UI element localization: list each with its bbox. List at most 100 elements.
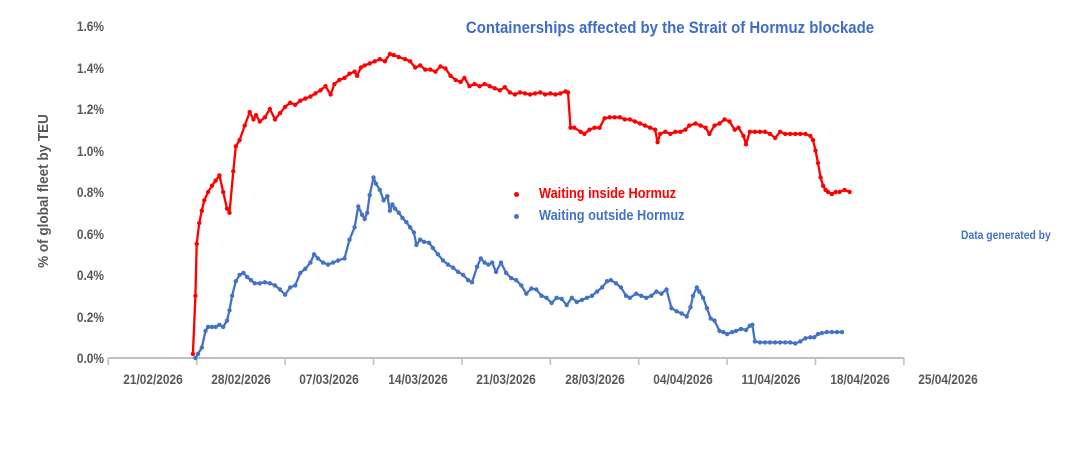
data-point: [717, 121, 722, 126]
data-point: [242, 123, 247, 128]
data-point: [435, 252, 441, 257]
data-point: [262, 280, 268, 285]
data-point: [466, 278, 471, 283]
y-tick-label: 1.6%: [76, 18, 104, 34]
data-point: [402, 57, 408, 62]
data-point: [693, 121, 698, 126]
data-point: [777, 340, 783, 345]
data-point: [558, 91, 563, 96]
data-point: [237, 272, 242, 278]
data-point: [613, 281, 619, 286]
data-point: [358, 65, 364, 70]
data-point: [815, 160, 821, 166]
legend-item-waiting-inside: Waiting inside Hormuz: [514, 183, 704, 205]
data-point: [519, 283, 524, 288]
data-point: [414, 242, 419, 248]
data-point: [448, 73, 453, 79]
data-point: [594, 289, 600, 294]
data-point: [783, 131, 788, 137]
data-point: [217, 322, 222, 327]
data-point: [752, 339, 758, 344]
data-point: [293, 283, 298, 288]
data-point: [315, 256, 321, 261]
data-point: [679, 311, 684, 316]
data-point: [534, 287, 539, 292]
data-point: [337, 77, 342, 83]
data-point: [367, 61, 372, 66]
x-tick-label: 07/03/2026: [299, 371, 360, 387]
data-point: [632, 119, 638, 124]
data-point: [482, 260, 487, 265]
data-point: [193, 355, 198, 361]
data-point: [450, 265, 456, 270]
data-point: [325, 262, 331, 267]
data-point: [193, 293, 198, 298]
data-point: [524, 291, 529, 296]
data-point: [257, 119, 262, 124]
data-point: [578, 129, 583, 134]
x-tick-label: 25/04/2026: [918, 371, 978, 387]
data-point: [387, 208, 393, 213]
data-point: [352, 69, 357, 74]
data-point: [762, 340, 768, 345]
data-point: [559, 296, 564, 302]
data-point: [659, 291, 664, 296]
data-point: [812, 335, 817, 340]
data-point: [618, 285, 624, 290]
data-point: [741, 133, 746, 139]
data-point: [684, 314, 689, 319]
data-point: [584, 295, 590, 300]
data-point: [803, 131, 808, 137]
data-point: [655, 140, 660, 145]
data-point: [690, 293, 696, 298]
data-point: [277, 111, 283, 116]
data-point: [320, 260, 326, 265]
data-point: [461, 272, 466, 278]
data-point: [418, 63, 423, 68]
data-point: [493, 269, 499, 275]
data-point: [772, 135, 778, 141]
data-point: [842, 187, 847, 193]
data-point: [750, 322, 755, 327]
data-point: [708, 316, 713, 321]
x-tick-label: 18/04/2026: [829, 371, 890, 387]
data-point: [303, 266, 308, 271]
legend-item-waiting-outside: Waiting outside Hormuz: [514, 205, 704, 227]
data-point: [664, 287, 669, 292]
data-point: [298, 270, 303, 276]
data-point: [342, 75, 347, 81]
data-point: [267, 281, 273, 286]
data-point: [288, 285, 293, 290]
legend-label-waiting-inside: Waiting inside Hormuz: [539, 186, 677, 202]
data-point: [793, 341, 798, 346]
data-point: [604, 279, 610, 284]
data-point: [617, 115, 622, 120]
data-point: [639, 293, 644, 298]
watermark-text: Data generated by: [961, 230, 1051, 242]
data-point: [548, 91, 553, 96]
data-point: [767, 340, 773, 345]
data-point: [554, 295, 559, 300]
data-point: [644, 295, 649, 300]
data-point: [221, 189, 226, 195]
x-tick-label: 21/02/2026: [122, 371, 183, 387]
data-point: [700, 295, 706, 300]
data-point: [209, 324, 215, 330]
data-point: [637, 121, 643, 126]
data-point: [592, 125, 597, 130]
data-point: [683, 127, 688, 132]
data-point: [467, 84, 472, 89]
data-point: [569, 295, 574, 300]
data-point: [492, 86, 497, 91]
data-point: [487, 84, 492, 89]
data-point: [762, 129, 768, 134]
data-point: [221, 324, 226, 330]
data-point: [267, 106, 273, 112]
data-point: [272, 283, 278, 288]
data-point: [231, 169, 236, 174]
x-tick-label: 28/02/2026: [211, 371, 271, 387]
data-point: [539, 293, 544, 298]
x-tick-label: 28/03/2026: [564, 371, 625, 387]
y-tick-label: 0.4%: [76, 267, 104, 283]
data-point: [694, 285, 699, 290]
